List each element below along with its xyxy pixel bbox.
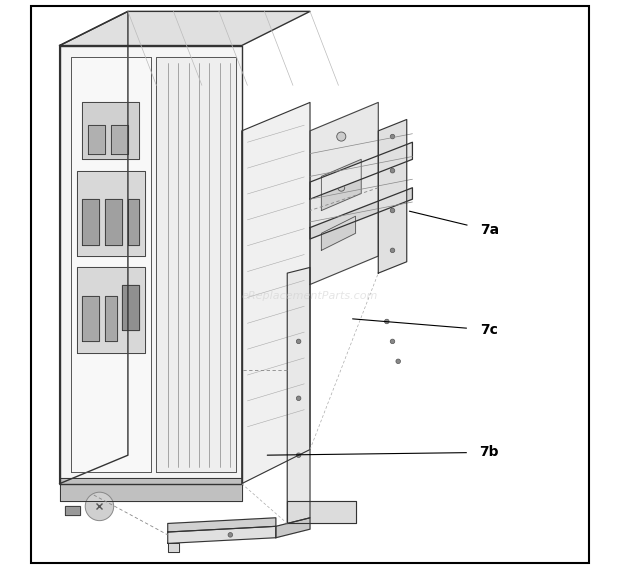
Polygon shape: [276, 518, 310, 538]
Polygon shape: [310, 188, 412, 239]
Circle shape: [390, 248, 395, 253]
Polygon shape: [128, 199, 140, 245]
Circle shape: [390, 208, 395, 213]
Polygon shape: [60, 46, 242, 484]
Polygon shape: [71, 57, 151, 472]
Circle shape: [390, 339, 395, 344]
Circle shape: [338, 184, 345, 191]
Polygon shape: [310, 142, 412, 199]
Polygon shape: [321, 216, 355, 250]
Circle shape: [467, 431, 511, 474]
Circle shape: [396, 359, 401, 364]
Polygon shape: [60, 11, 128, 484]
Circle shape: [467, 209, 511, 252]
Polygon shape: [168, 518, 276, 532]
Text: 7c: 7c: [480, 323, 498, 337]
Polygon shape: [242, 102, 310, 484]
Polygon shape: [105, 199, 122, 245]
Polygon shape: [321, 159, 361, 211]
Polygon shape: [168, 543, 179, 552]
Polygon shape: [65, 506, 79, 515]
Circle shape: [228, 533, 232, 537]
Polygon shape: [287, 501, 355, 523]
Polygon shape: [77, 267, 145, 353]
Polygon shape: [77, 171, 145, 256]
Circle shape: [296, 453, 301, 457]
Polygon shape: [156, 57, 236, 472]
Polygon shape: [111, 125, 128, 154]
Polygon shape: [60, 11, 310, 46]
Text: eReplacementParts.com: eReplacementParts.com: [242, 291, 378, 301]
Polygon shape: [88, 125, 105, 154]
Polygon shape: [82, 296, 99, 341]
Text: 7b: 7b: [479, 446, 499, 459]
Circle shape: [390, 168, 395, 173]
Polygon shape: [60, 478, 242, 501]
Circle shape: [85, 492, 113, 521]
Text: 7a: 7a: [480, 224, 499, 237]
Polygon shape: [82, 199, 99, 245]
Circle shape: [390, 134, 395, 139]
Polygon shape: [287, 267, 310, 523]
Polygon shape: [122, 284, 140, 330]
Circle shape: [467, 308, 511, 352]
Circle shape: [296, 396, 301, 401]
Polygon shape: [378, 119, 407, 273]
Polygon shape: [105, 296, 117, 341]
Circle shape: [296, 339, 301, 344]
Circle shape: [337, 132, 346, 141]
Polygon shape: [82, 102, 140, 159]
Polygon shape: [168, 526, 276, 543]
Circle shape: [384, 319, 389, 324]
Polygon shape: [310, 102, 378, 284]
